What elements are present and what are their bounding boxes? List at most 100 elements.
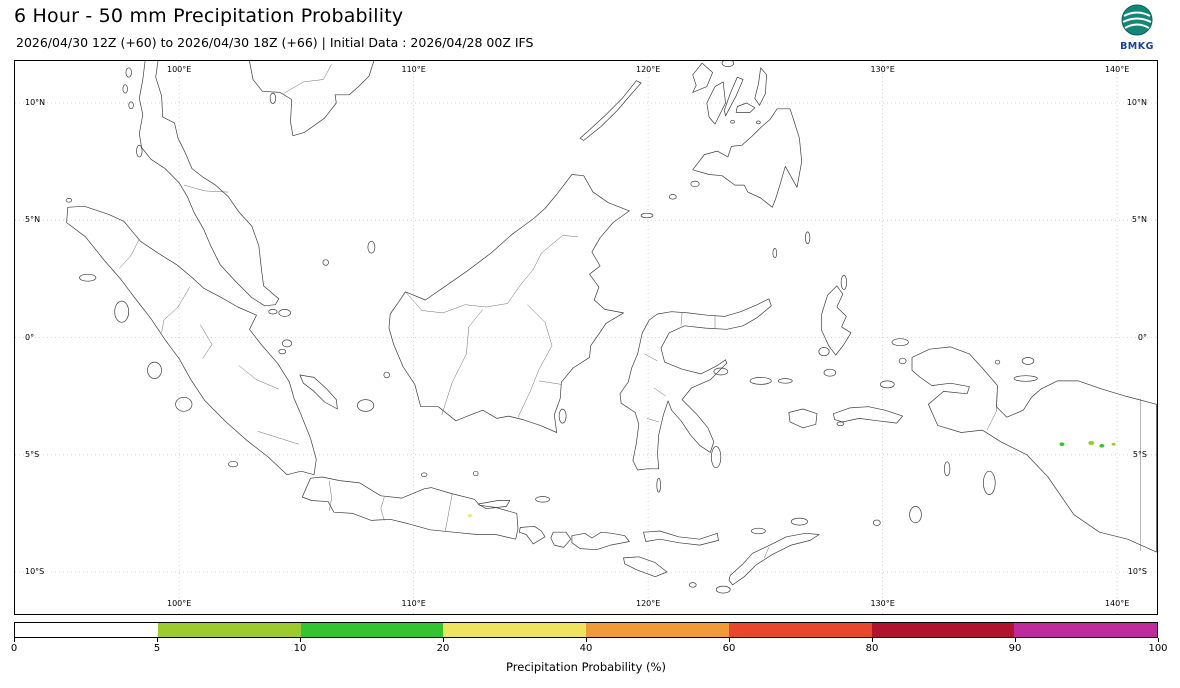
colorbar-tick-label: 60 [722, 643, 736, 654]
island-nias [114, 300, 130, 323]
island-siberut [147, 361, 162, 379]
colorbar-tick-label: 90 [1008, 643, 1022, 654]
colorbar-tick-mark [586, 638, 587, 642]
island-mergui-1 [125, 67, 132, 78]
coast-seram [833, 406, 903, 424]
colorbar-tick-label: 10 [293, 643, 307, 654]
border-sumatra-prov-3 [200, 324, 213, 359]
island-bintan [278, 309, 291, 317]
border-sumatra-prov-5 [257, 431, 299, 445]
lon-tick-bottom: 110°E [401, 599, 426, 608]
border-sulawesi-prov-1 [680, 312, 683, 326]
colorbar-segment-0 [15, 623, 158, 637]
coast-sumba [623, 556, 668, 578]
island-laut [558, 408, 567, 424]
island-batam [268, 309, 278, 315]
island-masbate [721, 61, 735, 67]
coast-palawan [579, 80, 642, 141]
island-natuna [367, 240, 376, 254]
island-pagai [175, 396, 193, 412]
coast-bohol [735, 102, 756, 113]
coast-negros [706, 81, 726, 125]
coast-panay [692, 62, 713, 93]
border-java-prov-2 [380, 496, 385, 521]
border-java-prov-1 [328, 480, 332, 512]
precip-spot [1059, 442, 1065, 447]
colorbar-tick-mark [443, 638, 444, 642]
border-my-id-borneo [405, 235, 578, 314]
coast-sulawesi [619, 298, 772, 471]
island-ambon [836, 421, 845, 427]
coast-timor [728, 532, 820, 586]
precip-spot [1088, 440, 1095, 446]
island-waigeo [891, 338, 909, 347]
colorbar-segment-7 [1014, 623, 1157, 637]
colorbar-tick-mark [157, 638, 158, 642]
island-singkep [278, 348, 287, 355]
coast-sumatra [66, 205, 317, 476]
border-vietnam-cambodia [283, 64, 332, 94]
island-kai [943, 461, 951, 477]
coast-java [301, 476, 519, 540]
island-salawati [898, 357, 907, 365]
coast-cebu [724, 76, 744, 117]
border-kalimantan-prov-2 [517, 304, 553, 418]
island-mergui-3 [128, 101, 134, 110]
lon-tick-top: 120°E [635, 65, 661, 74]
island-selayar [656, 477, 661, 493]
lat-tick-right: 5°S [1132, 449, 1147, 459]
border-sumatra-prov-1 [119, 238, 140, 269]
island-numfor [994, 359, 1001, 365]
bmkg-logo-text: BMKG [1120, 41, 1154, 52]
map-area: 100°E 100°E 110°E 110°E 120°E 120°E 130°E 130°E… [14, 60, 1158, 615]
island-aru [983, 470, 996, 495]
precip-spot [1099, 444, 1105, 448]
island-obi [823, 368, 837, 377]
border-sulawesi-prov-4 [653, 387, 666, 397]
lon-tick-top: 130°E [870, 65, 895, 74]
island-phu-quoc [269, 92, 277, 104]
coast-sumbawa [571, 531, 630, 551]
lat-tick-left: 10°N [25, 97, 46, 107]
colorbar-tick-label: 20 [436, 643, 450, 654]
lat-tick-left: 5°S [25, 449, 40, 459]
island-karimunjawa [421, 472, 428, 477]
island-bawean [473, 470, 479, 477]
island-morotai [840, 275, 848, 290]
lon-tick-bottom: 120°E [635, 599, 661, 608]
coast-bangka [299, 374, 338, 410]
island-belitung [357, 399, 375, 412]
island-jolo [668, 194, 677, 200]
colorbar-segment-6 [871, 623, 1015, 637]
lon-tick-bottom: 140°E [1104, 599, 1130, 608]
island-alor [751, 527, 766, 535]
lon-tick-bottom: 100°E [166, 599, 192, 608]
island-biak [1021, 357, 1035, 365]
colorbar-segment-5 [728, 623, 872, 637]
lat-tick-right: 10°N [1126, 97, 1147, 107]
colorbar-tick-mark [729, 638, 730, 642]
colorbar-segment-3 [443, 623, 586, 637]
coast-indochina [249, 61, 375, 137]
coast-buru [788, 408, 818, 429]
island-tawi-tawi [640, 212, 654, 219]
island-wetar [790, 517, 808, 526]
island-mergui-2 [122, 84, 128, 94]
colorbar-label: Precipitation Probability (%) [506, 660, 666, 674]
page-subtitle: 2026/04/30 12Z (+60) to 2026/04/30 18Z (… [16, 35, 534, 50]
lat-tick-right: 10°S [1127, 567, 1147, 577]
island-anambas [322, 259, 329, 266]
border-sumatra-prov-2 [161, 286, 190, 333]
coast-malay-peninsula [138, 61, 280, 307]
island-taliabu [749, 377, 772, 385]
border-sulawesi-prov-5 [646, 418, 659, 423]
island-bacan [818, 347, 830, 357]
border-timor-leste [763, 547, 770, 559]
island-mangole [777, 378, 793, 384]
colorbar-segment-2 [300, 623, 444, 637]
island-peleng [713, 367, 729, 376]
island-simeulue [79, 273, 97, 282]
lat-tick-right: 0° [1137, 332, 1147, 342]
coast-flores [643, 530, 719, 546]
